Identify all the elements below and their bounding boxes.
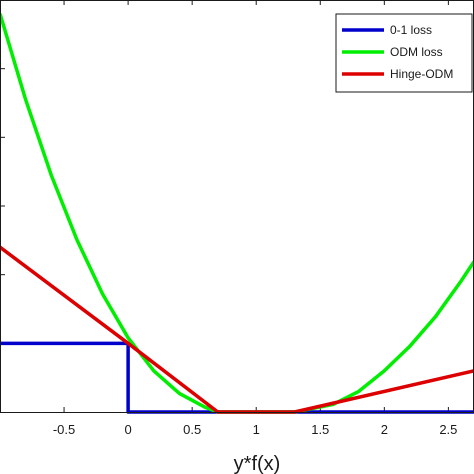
legend-entry: Hinge-ODM bbox=[342, 67, 453, 81]
x-tick-label: -0.5 bbox=[53, 422, 75, 437]
x-axis-label: y*f(x) bbox=[234, 453, 281, 474]
x-tick-label: 0 bbox=[124, 422, 131, 437]
legend-label: Hinge-ODM bbox=[390, 67, 453, 81]
legend-label: 0-1 loss bbox=[390, 23, 432, 37]
legend-items: 0-1 loss ODM loss Hinge-ODM bbox=[342, 23, 453, 81]
x-tick-label: 2.5 bbox=[439, 422, 457, 437]
x-tick-label: 0.5 bbox=[183, 422, 201, 437]
legend-label: ODM loss bbox=[390, 45, 443, 59]
x-tick-label: 2 bbox=[381, 422, 388, 437]
legend-entry: ODM loss bbox=[342, 45, 443, 59]
x-tick-label: 1 bbox=[253, 422, 260, 437]
legend: 0-1 loss ODM loss Hinge-ODM bbox=[335, 13, 473, 93]
series-line-hinge-odm bbox=[0, 245, 474, 414]
legend-entry: 0-1 loss bbox=[342, 23, 432, 37]
x-tick-label: 1.5 bbox=[311, 422, 329, 437]
x-tick-labels: -0.5 0 0.5 1 1.5 2 2.5 bbox=[53, 422, 458, 437]
